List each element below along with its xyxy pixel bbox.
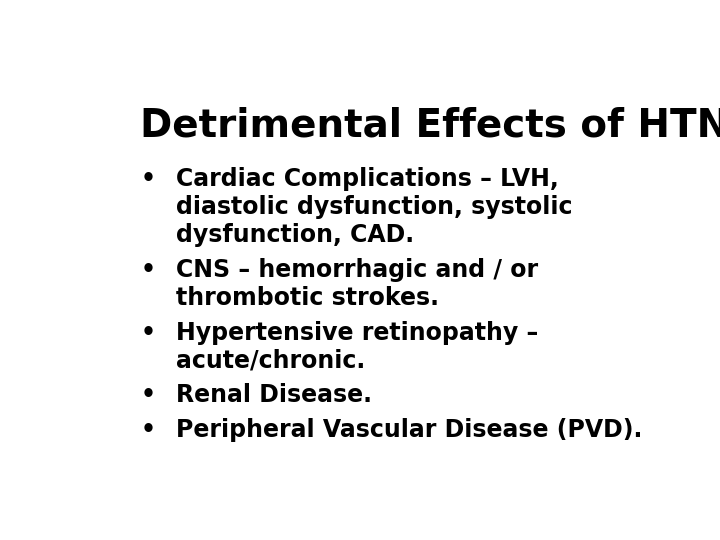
Text: Hypertensive retinopathy –: Hypertensive retinopathy –	[176, 321, 539, 345]
Text: •: •	[140, 321, 156, 345]
Text: •: •	[140, 258, 156, 282]
Text: •: •	[140, 167, 156, 191]
Text: Cardiac Complications – LVH,: Cardiac Complications – LVH,	[176, 167, 559, 191]
Text: Renal Disease.: Renal Disease.	[176, 383, 372, 407]
Text: •: •	[140, 418, 156, 442]
Text: CNS – hemorrhagic and / or: CNS – hemorrhagic and / or	[176, 258, 539, 282]
Text: diastolic dysfunction, systolic: diastolic dysfunction, systolic	[176, 195, 573, 219]
Text: dysfunction, CAD.: dysfunction, CAD.	[176, 223, 415, 247]
Text: acute/chronic.: acute/chronic.	[176, 349, 366, 373]
Text: Peripheral Vascular Disease (PVD).: Peripheral Vascular Disease (PVD).	[176, 418, 643, 442]
Text: Detrimental Effects of HTN: Detrimental Effects of HTN	[140, 106, 720, 144]
Text: •: •	[140, 383, 156, 407]
Text: thrombotic strokes.: thrombotic strokes.	[176, 286, 439, 310]
